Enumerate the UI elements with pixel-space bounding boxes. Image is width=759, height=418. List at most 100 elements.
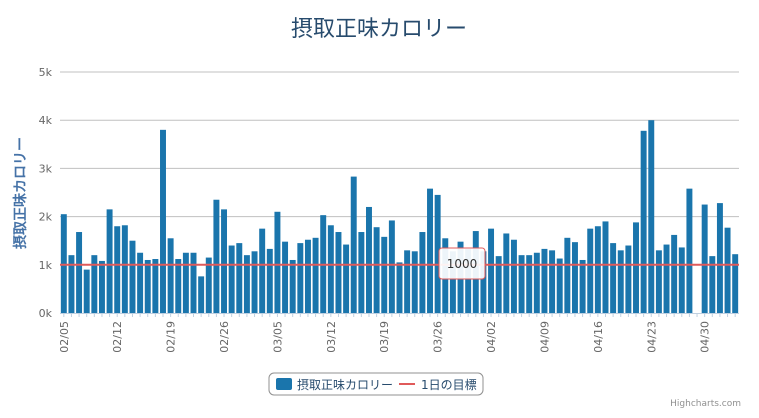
bar[interactable] bbox=[701, 204, 708, 313]
x-tick-label: 04/30 bbox=[699, 321, 712, 353]
bar[interactable] bbox=[564, 237, 571, 313]
bar[interactable] bbox=[488, 228, 495, 313]
bar[interactable] bbox=[91, 255, 98, 313]
bar[interactable] bbox=[381, 236, 388, 313]
bar[interactable] bbox=[434, 194, 441, 313]
bar[interactable] bbox=[579, 259, 586, 313]
bar[interactable] bbox=[602, 221, 609, 313]
legend[interactable]: 摂取正味カロリー 1日の目標 bbox=[268, 372, 484, 396]
x-axis: 02/05 02/12 02/19 02/26 03/05 03/12 03/19 03/26… bbox=[58, 313, 739, 353]
bar[interactable] bbox=[396, 262, 403, 313]
bar[interactable] bbox=[289, 259, 296, 313]
bar[interactable] bbox=[480, 251, 487, 313]
bar[interactable] bbox=[404, 250, 411, 313]
bar[interactable] bbox=[83, 269, 90, 313]
bar[interactable] bbox=[182, 252, 189, 313]
bar[interactable] bbox=[686, 188, 693, 313]
bar[interactable] bbox=[732, 254, 739, 313]
y-axis-label: 摂取正味カロリー bbox=[12, 137, 29, 249]
bar[interactable] bbox=[510, 239, 517, 313]
legend-series-label[interactable]: 摂取正味カロリー bbox=[297, 377, 393, 392]
bar[interactable] bbox=[160, 129, 166, 313]
y-tick-label: 5k bbox=[39, 66, 53, 79]
bar[interactable] bbox=[449, 251, 456, 313]
bar[interactable] bbox=[251, 251, 258, 313]
bar[interactable] bbox=[304, 239, 311, 313]
bar[interactable] bbox=[366, 206, 372, 313]
bar[interactable] bbox=[243, 255, 250, 313]
bar[interactable] bbox=[571, 242, 578, 313]
bar[interactable] bbox=[678, 247, 685, 313]
bar[interactable] bbox=[671, 234, 678, 313]
x-tick-label: 03/05 bbox=[271, 321, 284, 353]
bar[interactable] bbox=[541, 248, 548, 313]
bar[interactable] bbox=[724, 227, 731, 313]
bar[interactable] bbox=[587, 228, 594, 313]
bar[interactable] bbox=[221, 209, 228, 313]
bar[interactable] bbox=[297, 243, 304, 313]
bar[interactable] bbox=[266, 248, 273, 313]
bar[interactable] bbox=[419, 232, 426, 313]
bar[interactable] bbox=[213, 199, 220, 313]
bar[interactable] bbox=[282, 241, 289, 313]
bar[interactable] bbox=[259, 228, 266, 313]
bar[interactable] bbox=[526, 255, 533, 313]
bar[interactable] bbox=[709, 256, 716, 313]
bar[interactable] bbox=[633, 222, 639, 313]
bar[interactable] bbox=[427, 188, 433, 313]
bar[interactable] bbox=[465, 248, 472, 313]
bar[interactable] bbox=[76, 232, 83, 313]
bar[interactable] bbox=[350, 176, 357, 313]
bar[interactable] bbox=[68, 255, 75, 313]
bar[interactable] bbox=[60, 214, 67, 313]
y-axis: 0k 1k 2k 3k 4k 5k bbox=[39, 66, 53, 320]
bar[interactable] bbox=[152, 259, 159, 313]
bar[interactable] bbox=[617, 250, 624, 313]
bar[interactable] bbox=[388, 220, 395, 313]
bar[interactable] bbox=[343, 244, 350, 313]
bar[interactable] bbox=[175, 259, 182, 313]
x-tick-label: 04/16 bbox=[592, 321, 605, 353]
bar[interactable] bbox=[137, 252, 144, 313]
bar[interactable] bbox=[556, 258, 563, 313]
bar[interactable] bbox=[716, 203, 723, 313]
bar[interactable] bbox=[655, 250, 662, 313]
bar[interactable] bbox=[373, 227, 380, 313]
credits[interactable]: Highcharts.com bbox=[670, 399, 741, 409]
bar[interactable] bbox=[114, 226, 121, 313]
bar[interactable] bbox=[167, 238, 174, 313]
bar[interactable] bbox=[594, 226, 601, 313]
x-tick-label: 03/19 bbox=[378, 321, 391, 353]
bar[interactable] bbox=[625, 245, 632, 313]
bar[interactable] bbox=[549, 250, 556, 313]
bar[interactable] bbox=[129, 240, 136, 313]
legend-box bbox=[268, 372, 484, 396]
bar[interactable] bbox=[327, 225, 334, 313]
bar[interactable] bbox=[648, 120, 655, 313]
bar[interactable] bbox=[640, 130, 647, 313]
bar[interactable] bbox=[503, 233, 510, 313]
bar[interactable] bbox=[335, 232, 342, 313]
bar[interactable] bbox=[610, 243, 617, 313]
legend-target-label[interactable]: 1日の目標 bbox=[421, 378, 477, 392]
legend-series-swatch[interactable] bbox=[276, 378, 292, 390]
chart-title: 摂取正味カロリー bbox=[291, 17, 467, 42]
bar[interactable] bbox=[205, 257, 212, 313]
bar[interactable] bbox=[358, 232, 365, 313]
bar[interactable] bbox=[312, 237, 319, 313]
bar[interactable] bbox=[190, 252, 197, 313]
bar[interactable] bbox=[411, 251, 418, 313]
bar[interactable] bbox=[533, 252, 540, 313]
bar[interactable] bbox=[274, 211, 281, 313]
bar[interactable] bbox=[663, 244, 670, 313]
bar[interactable] bbox=[495, 256, 502, 313]
bar[interactable] bbox=[228, 245, 235, 313]
bar[interactable] bbox=[98, 260, 105, 313]
bar[interactable] bbox=[236, 243, 243, 313]
bar[interactable] bbox=[106, 209, 113, 313]
bar[interactable] bbox=[198, 276, 205, 313]
bar[interactable] bbox=[121, 225, 128, 313]
bar[interactable] bbox=[518, 255, 525, 313]
bar[interactable] bbox=[144, 259, 151, 313]
